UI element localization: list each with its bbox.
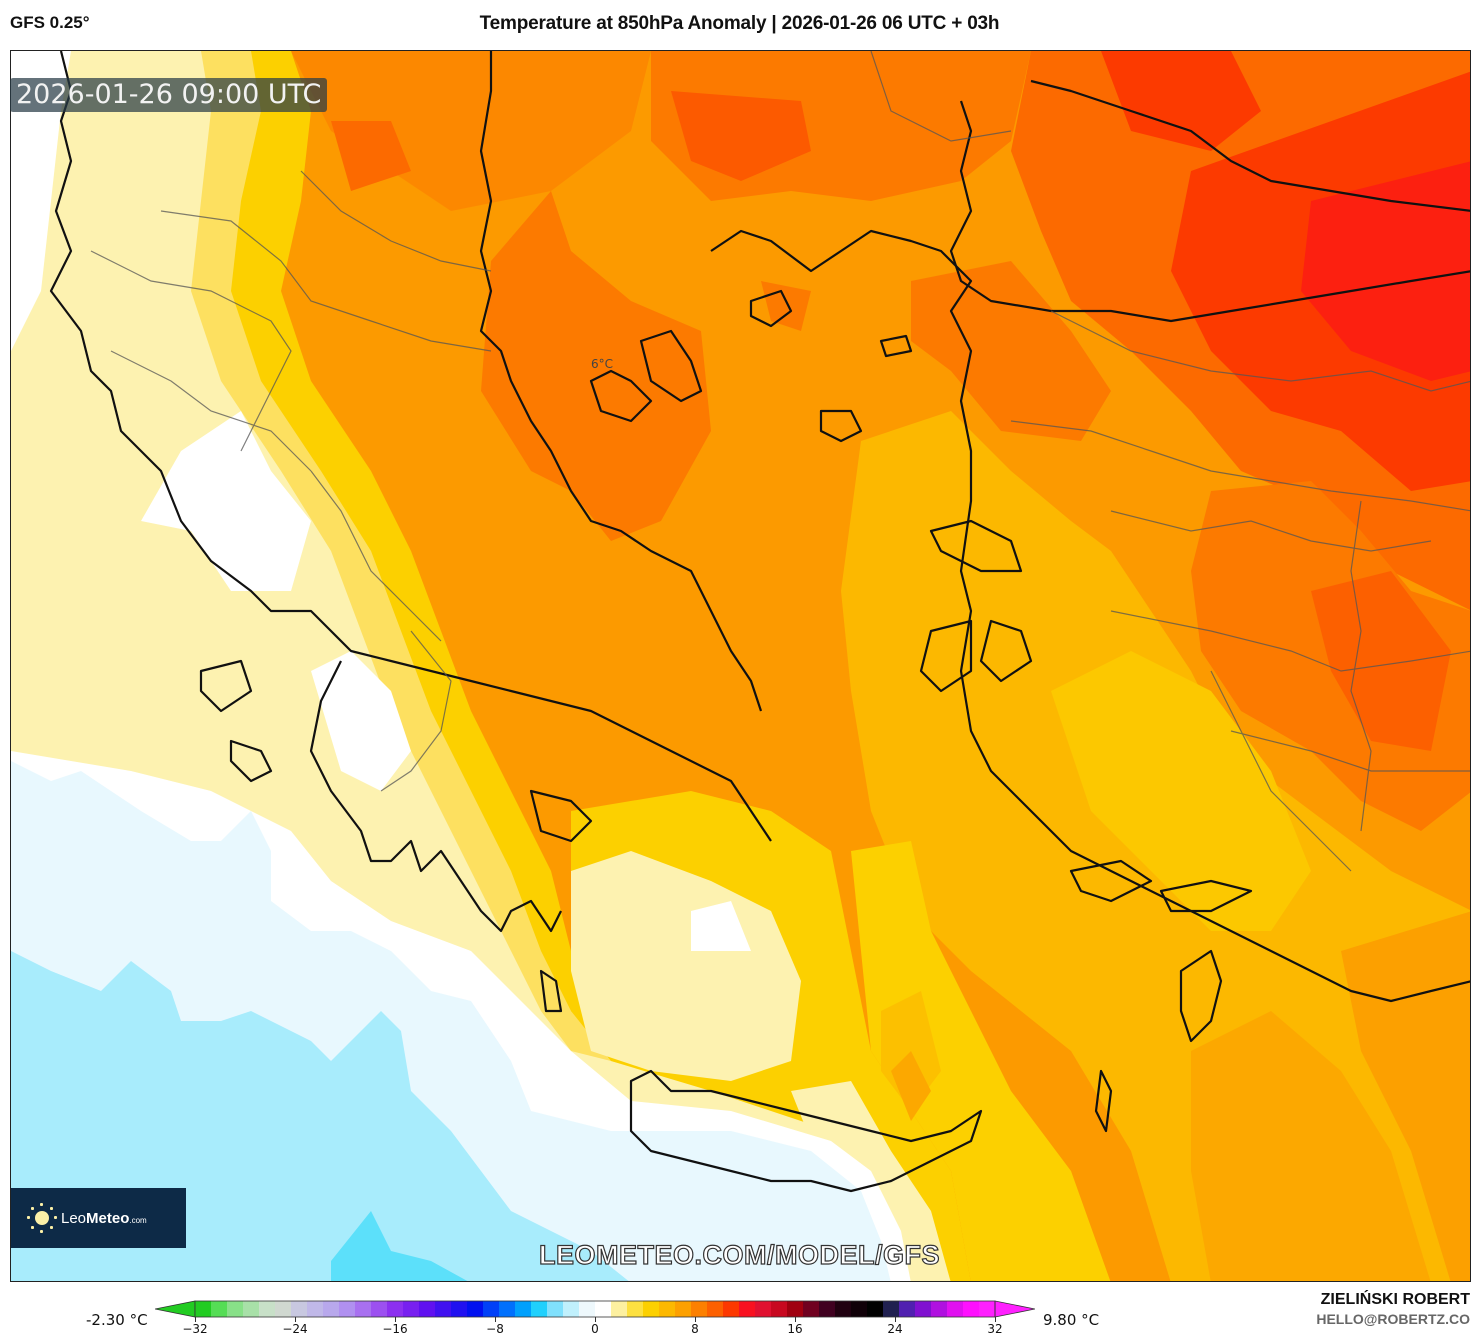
min-value-label: -2.30 °C [86,1311,148,1329]
colorbar-tick-mark [895,1317,896,1322]
model-label: GFS 0.25° [10,13,90,32]
colorbar-tick-mark [495,1317,496,1322]
colorbar-tick-label: 0 [591,1322,599,1336]
colorbar-tick-label: −32 [182,1322,208,1336]
leometeo-logo[interactable]: LeoMeteo.com [11,1188,186,1248]
map-center-label: 6°C [591,357,614,371]
source-watermark: LEOMETEO.COM/MODEL/GFS [538,1239,940,1270]
colorbar-tick-mark [295,1317,296,1322]
colorbar-tick-mark [995,1317,996,1322]
chart-title: Temperature at 850hPa Anomaly | 2026-01-… [479,13,1000,34]
colorbar-tick-mark [195,1317,196,1322]
colorbar [155,1300,1035,1318]
colorbar-tick-mark [595,1317,596,1322]
weather-map: 6°C [10,50,1471,1282]
max-value-label: 9.80 °C [1043,1311,1100,1329]
author-email: HELLO@ROBERTZ.CO [1316,1311,1470,1327]
colorbar-tick-mark [395,1317,396,1322]
colorbar-tick-label: −24 [282,1322,308,1336]
valid-time-badge: 2026-01-26 09:00 UTC [10,78,328,112]
colorbar-tick-label: 8 [691,1322,699,1336]
colorbar-tick-label: 16 [787,1322,803,1336]
colorbar-tick-label: 32 [987,1322,1003,1336]
author-name: ZIELIŃSKI ROBERT [1320,1291,1470,1308]
colorbar-tick-mark [795,1317,796,1322]
author-credit: ZIELIŃSKI ROBERT HELLO@ROBERTZ.CO [1316,1291,1470,1327]
map-contours [11,51,1470,1281]
colorbar-tick-label: −8 [486,1322,504,1336]
colorbar-tick-label: −16 [382,1322,408,1336]
sun-icon [27,1203,57,1233]
logo-text: LeoMeteo.com [61,1209,147,1227]
colorbar-tick-mark [695,1317,696,1322]
colorbar-tick-label: 24 [887,1322,903,1336]
